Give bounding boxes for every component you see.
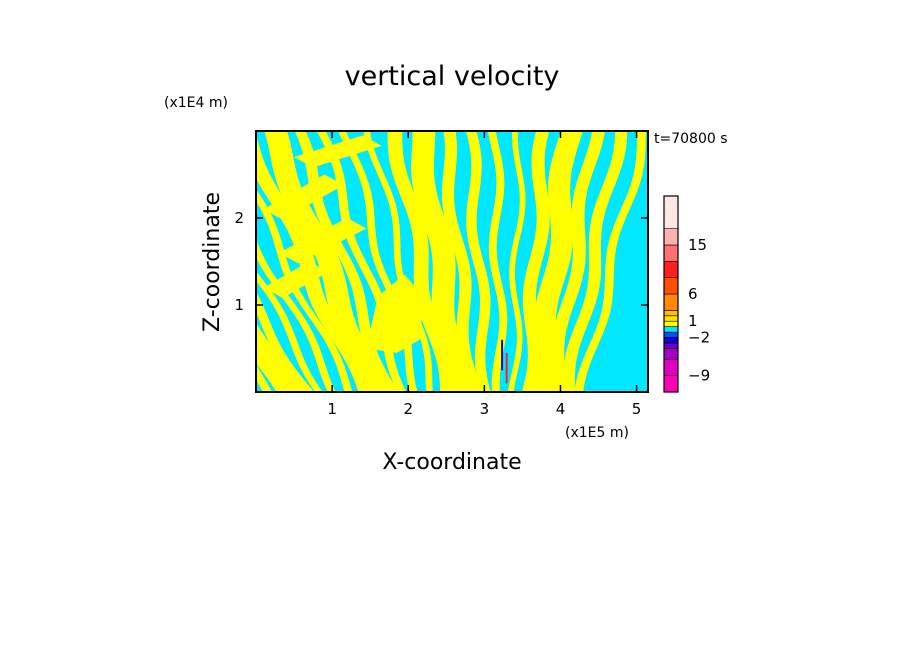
- x-axis-label: X-coordinate: [382, 450, 521, 475]
- x-tick-label: 2: [403, 400, 413, 418]
- x-tick-label: 5: [632, 400, 642, 418]
- positive-velocity-region: [366, 274, 424, 353]
- x-unit-label: (x1E5 m): [565, 425, 629, 441]
- y-unit-label: (x1E4 m): [164, 95, 228, 111]
- colorbar-tick-label: −2: [688, 329, 710, 347]
- y-tick-label: 2: [234, 209, 244, 227]
- plot-frame: [255, 130, 649, 393]
- positive-velocity-band: [256, 238, 336, 392]
- x-tick-label: 1: [327, 400, 337, 418]
- time-label: t=70800 s: [654, 131, 728, 147]
- positive-velocity-streak: [278, 218, 367, 264]
- colorbar-level: [663, 293, 679, 311]
- colorbar-level: [663, 244, 679, 262]
- y-axis-label: Z-coordinate: [200, 192, 225, 332]
- colorbar-level: [663, 195, 679, 229]
- positive-velocity-band: [551, 131, 605, 392]
- x-tick-label: 4: [556, 400, 566, 418]
- colorbar-level: [663, 348, 679, 360]
- positive-velocity-band: [256, 322, 310, 392]
- positive-velocity-band: [256, 189, 353, 392]
- positive-velocity-band: [487, 131, 508, 392]
- colorbar-tick-label: 6: [688, 285, 698, 303]
- contour-fill-layer: [256, 131, 646, 392]
- strong-downdraft-core: [501, 339, 504, 371]
- positive-velocity-streak: [294, 135, 382, 168]
- positive-velocity-band: [411, 131, 476, 392]
- chart-title: vertical velocity: [345, 61, 560, 92]
- colorbar-level: [663, 359, 679, 376]
- strong-updraft-core: [505, 352, 508, 384]
- colorbar-level: [663, 326, 679, 333]
- positive-velocity-band: [256, 132, 375, 392]
- colorbar-level: [663, 261, 679, 278]
- colorbar-level: [663, 337, 679, 344]
- colorbar-level: [663, 342, 679, 349]
- colorbar-level: [663, 228, 679, 246]
- positive-velocity-streak: [263, 261, 329, 299]
- positive-velocity-band: [562, 131, 628, 392]
- positive-velocity-band: [256, 271, 323, 392]
- positive-velocity-band: [441, 131, 482, 392]
- colorbar-frame: [663, 195, 679, 393]
- positive-velocity-band: [363, 131, 433, 392]
- colorbar-tick-label: 15: [688, 236, 707, 254]
- positive-velocity-band: [533, 131, 583, 392]
- colorbar-tick-label: −9: [688, 367, 710, 385]
- y-axis: 12: [234, 209, 648, 314]
- contour-plot-area: [256, 131, 648, 392]
- colorbar-level: [663, 331, 679, 338]
- x-tick-label: 3: [480, 400, 490, 418]
- colorbar: 15 6 1−2 −9: [663, 195, 710, 393]
- positive-velocity-streak: [263, 174, 344, 220]
- colorbar-level: [663, 320, 679, 327]
- positive-velocity-band: [256, 364, 272, 392]
- positive-velocity-band: [507, 131, 526, 392]
- y-tick-label: 1: [234, 296, 244, 314]
- colorbar-level: [663, 315, 679, 322]
- positive-velocity-band: [521, 131, 550, 392]
- positive-velocity-band: [466, 131, 491, 392]
- positive-velocity-band: [574, 131, 646, 392]
- colorbar-level: [663, 277, 679, 295]
- colorbar-level: [663, 310, 679, 317]
- colorbar-tick-label: 1: [688, 312, 698, 330]
- x-axis: 1 2 3 4 5: [327, 131, 641, 418]
- positive-velocity-band: [338, 131, 418, 392]
- colorbar-level: [663, 375, 679, 393]
